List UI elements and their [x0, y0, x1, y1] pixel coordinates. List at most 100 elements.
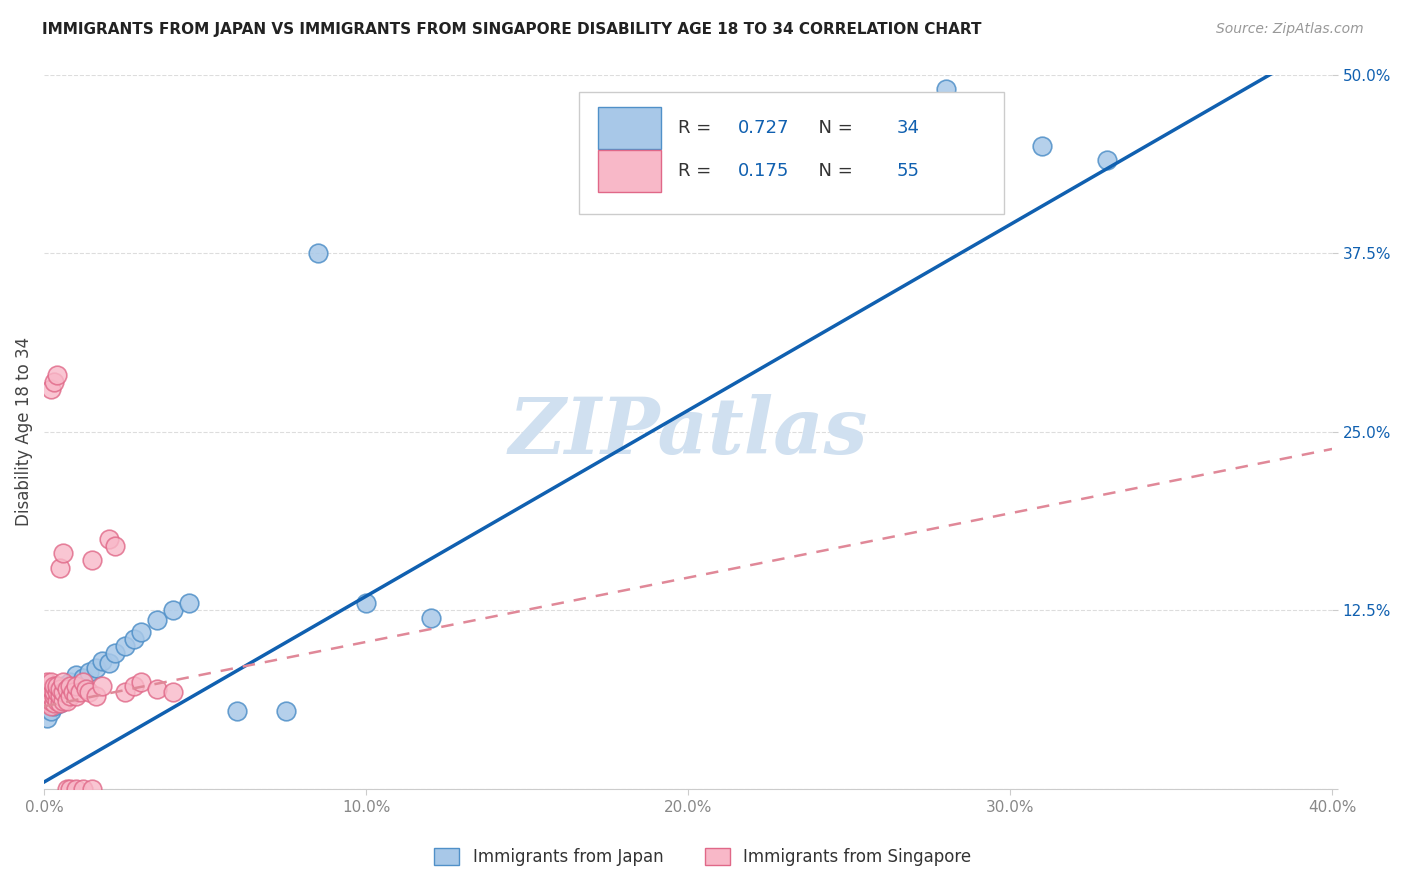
Point [49, 697, 72, 711]
Point [49, 682, 72, 697]
Point [39, 697, 62, 711]
Text: ZIPatlas: ZIPatlas [509, 393, 868, 470]
Text: R =: R = [678, 162, 717, 180]
Point [129, 675, 152, 690]
Point [49, 685, 72, 699]
Point [307, 246, 329, 260]
Point [49, 697, 72, 711]
FancyBboxPatch shape [598, 150, 661, 192]
Point [59, 782, 82, 797]
Point [42, 685, 65, 699]
Point [1095, 153, 1118, 168]
Point [226, 704, 249, 718]
Point [39, 693, 62, 707]
Point [72, 782, 94, 797]
Point [91, 679, 114, 693]
Point [52, 546, 75, 560]
Point [354, 596, 377, 610]
Point [42, 690, 65, 704]
Text: R =: R = [678, 120, 717, 137]
Text: IMMIGRANTS FROM JAPAN VS IMMIGRANTS FROM SINGAPORE DISABILITY AGE 18 TO 34 CORRE: IMMIGRANTS FROM JAPAN VS IMMIGRANTS FROM… [42, 22, 981, 37]
Point [122, 679, 145, 693]
Point [97, 532, 120, 546]
Point [37, 675, 59, 690]
Point [37, 693, 59, 707]
Point [146, 614, 169, 628]
Point [42, 679, 65, 693]
FancyBboxPatch shape [598, 107, 661, 149]
Point [162, 685, 184, 699]
Point [77, 685, 100, 699]
Text: 55: 55 [897, 162, 920, 180]
Point [82, 553, 104, 567]
Point [65, 668, 87, 682]
Point [37, 690, 59, 704]
Point [59, 675, 82, 690]
Point [97, 657, 120, 671]
Text: Source: ZipAtlas.com: Source: ZipAtlas.com [1216, 22, 1364, 37]
Point [82, 782, 104, 797]
Point [114, 639, 136, 653]
Point [39, 690, 62, 704]
Point [84, 660, 107, 674]
Point [37, 682, 59, 697]
Point [55, 682, 77, 697]
Point [37, 697, 59, 711]
Point [62, 682, 84, 697]
Point [52, 675, 75, 690]
Text: 0.175: 0.175 [738, 162, 790, 180]
Point [91, 653, 114, 667]
Point [419, 610, 441, 624]
Point [146, 682, 169, 697]
Point [46, 679, 69, 693]
Point [49, 690, 72, 704]
Legend: Immigrants from Japan, Immigrants from Singapore: Immigrants from Japan, Immigrants from S… [426, 840, 980, 875]
Point [55, 782, 77, 797]
Point [72, 671, 94, 685]
Point [62, 685, 84, 699]
Point [39, 704, 62, 718]
Point [39, 675, 62, 690]
Point [42, 375, 65, 389]
Point [104, 539, 127, 553]
Point [52, 685, 75, 699]
Point [65, 690, 87, 704]
Point [129, 624, 152, 639]
Point [52, 679, 75, 693]
Text: 0.727: 0.727 [738, 120, 790, 137]
Point [177, 596, 200, 610]
Point [37, 711, 59, 725]
Point [42, 690, 65, 704]
Y-axis label: Disability Age 18 to 34: Disability Age 18 to 34 [15, 337, 32, 526]
Point [46, 693, 69, 707]
Point [42, 697, 65, 711]
Text: 34: 34 [897, 120, 920, 137]
Point [75, 682, 97, 697]
Point [46, 368, 69, 382]
Point [935, 82, 957, 96]
Point [46, 685, 69, 699]
FancyBboxPatch shape [579, 93, 1004, 214]
Text: N =: N = [807, 120, 858, 137]
Point [77, 665, 100, 679]
Point [104, 646, 127, 660]
Point [39, 699, 62, 714]
Point [84, 690, 107, 704]
Point [52, 690, 75, 704]
Point [59, 679, 82, 693]
Point [162, 603, 184, 617]
Text: N =: N = [807, 162, 858, 180]
Point [274, 704, 297, 718]
Point [39, 382, 62, 396]
Point [49, 560, 72, 574]
Point [72, 675, 94, 690]
Point [37, 685, 59, 699]
Point [114, 685, 136, 699]
Point [1031, 139, 1053, 153]
Point [122, 632, 145, 646]
Point [59, 690, 82, 704]
Point [69, 685, 91, 699]
Point [46, 693, 69, 707]
Point [65, 679, 87, 693]
Point [65, 782, 87, 797]
